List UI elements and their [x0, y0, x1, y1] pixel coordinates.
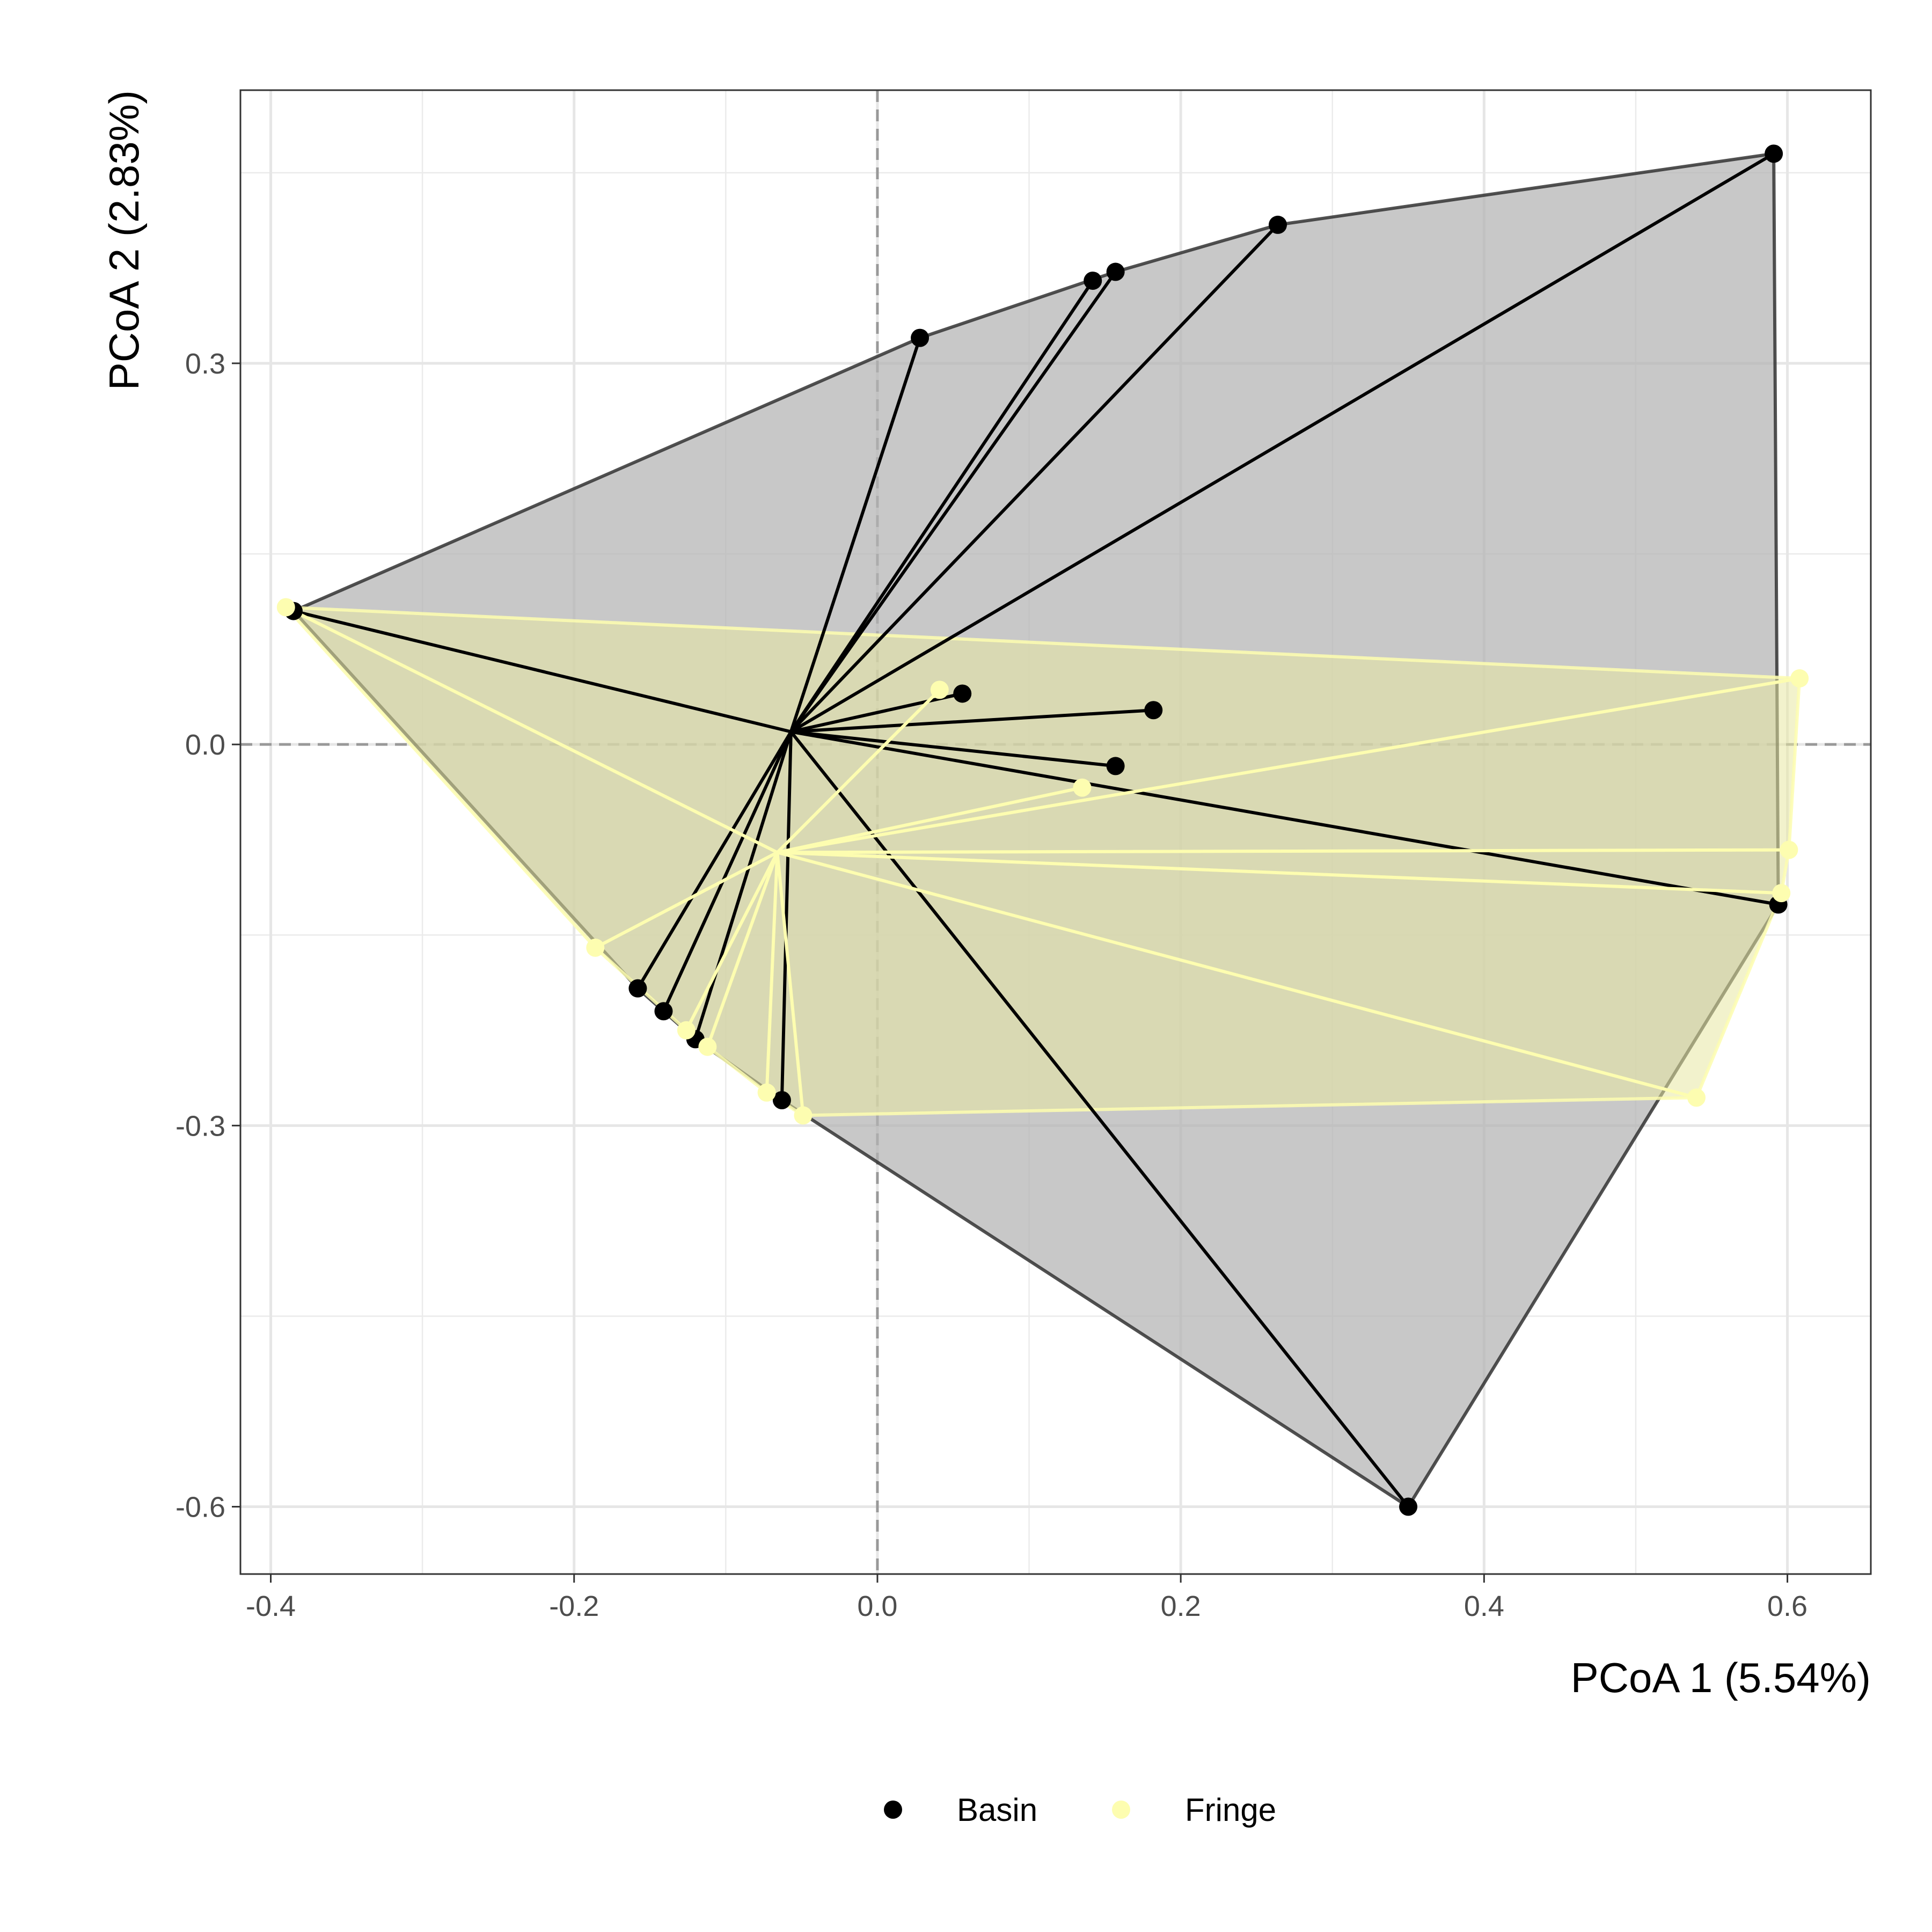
- y-tick-label: 0.3: [185, 348, 225, 380]
- legend: Basin Fringe: [884, 1792, 1276, 1828]
- y-tick-label: 0.0: [185, 729, 225, 761]
- x-tick-label: 0.2: [1161, 1590, 1201, 1622]
- spider-line-basin: [662, 731, 793, 1012]
- point-fringe: [1073, 778, 1092, 797]
- centroid-spiders: [285, 152, 1800, 1508]
- point-fringe: [276, 598, 295, 617]
- point-basin: [628, 979, 647, 998]
- point-fringe: [930, 680, 949, 699]
- legend-swatch-fringe: [1112, 1801, 1130, 1819]
- x-tick-label: -0.2: [549, 1590, 599, 1622]
- point-basin: [1106, 757, 1125, 775]
- y-axis-ticks: -0.6 -0.3 0.0 0.3: [175, 348, 240, 1524]
- spider-line-basin: [789, 280, 1094, 733]
- point-fringe: [1790, 669, 1809, 688]
- legend-label-basin: Basin: [957, 1792, 1037, 1828]
- spider-line-basin: [636, 730, 793, 990]
- point-basin: [1399, 1497, 1418, 1516]
- x-tick-label: 0.0: [857, 1590, 897, 1622]
- spider-line-basin: [791, 730, 1779, 906]
- spider-line-basin: [791, 730, 1116, 768]
- spider-line-basin: [693, 731, 793, 1040]
- spider-line-basin: [789, 730, 1410, 1508]
- spider-line-fringe: [765, 852, 779, 1093]
- spider-line-fringe: [777, 851, 1697, 1100]
- point-basin: [1084, 272, 1102, 290]
- y-axis-title: PCoA 2 (2.83%): [100, 90, 148, 390]
- x-tick-label: 0.6: [1767, 1590, 1807, 1622]
- spider-line-fringe: [775, 852, 805, 1116]
- point-basin: [1144, 701, 1163, 720]
- x-tick-label: 0.4: [1464, 1590, 1504, 1622]
- point-basin: [911, 328, 930, 347]
- x-tick-label: -0.4: [246, 1590, 296, 1622]
- y-tick-label: -0.6: [175, 1491, 225, 1524]
- legend-label-fringe: Fringe: [1185, 1792, 1276, 1828]
- spider-line-fringe: [776, 689, 941, 854]
- spider-line-basin: [791, 692, 963, 734]
- point-fringe: [698, 1037, 717, 1056]
- spider-line-basin: [789, 270, 1117, 733]
- spider-line-fringe: [685, 852, 779, 1031]
- spider-line-fringe: [706, 852, 779, 1048]
- point-fringe: [1687, 1088, 1706, 1107]
- spider-line-basin: [789, 337, 921, 733]
- data-points: [276, 144, 1809, 1516]
- point-fringe: [757, 1083, 776, 1102]
- x-axis-ticks: -0.4 -0.2 0.0 0.2 0.4 0.6: [246, 1574, 1807, 1622]
- point-fringe: [677, 1021, 696, 1040]
- point-fringe: [586, 938, 605, 957]
- panel-border: [239, 89, 1872, 1575]
- spider-line-fringe: [777, 848, 1789, 854]
- point-basin: [654, 1002, 673, 1021]
- y-tick-label: -0.3: [175, 1110, 225, 1142]
- point-fringe: [794, 1106, 813, 1125]
- point-fringe: [1780, 840, 1798, 859]
- point-basin: [953, 684, 972, 703]
- spider-line-fringe: [777, 786, 1083, 854]
- point-basin: [1765, 144, 1783, 163]
- spider-line-fringe: [777, 851, 1782, 895]
- x-axis-title: PCoA 1 (5.54%): [1571, 1654, 1871, 1701]
- spider-line-basin: [790, 152, 1775, 734]
- spider-line-fringe: [594, 851, 778, 949]
- spider-line-basin: [791, 708, 1154, 734]
- spider-line-basin: [789, 223, 1279, 733]
- convex-hulls: [282, 151, 1802, 1509]
- point-basin: [1269, 215, 1287, 234]
- point-basin: [1106, 262, 1125, 281]
- legend-swatch-basin: [884, 1801, 902, 1819]
- spider-line-fringe: [777, 677, 1800, 854]
- point-fringe: [1772, 884, 1791, 903]
- spider-line-basin: [293, 609, 792, 734]
- point-basin: [772, 1091, 791, 1109]
- spider-line-basin: [780, 731, 793, 1101]
- spider-line-fringe: [285, 605, 778, 854]
